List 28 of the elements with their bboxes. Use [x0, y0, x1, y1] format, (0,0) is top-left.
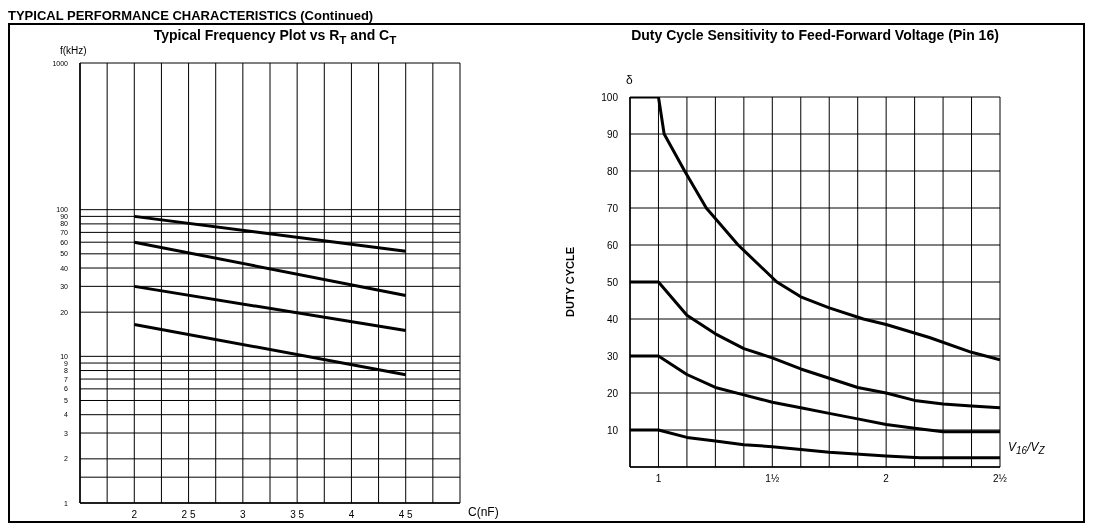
x-tick-label: 3: [240, 509, 247, 521]
x-tick-label: 4 5: [398, 509, 414, 521]
y-tick-label: 60: [606, 239, 619, 251]
x-axis-title: C(nF): [468, 505, 499, 519]
x-tick-label: 1: [655, 473, 662, 485]
y-tick-label: 40: [606, 313, 619, 325]
y-axis-title: DUTY CYCLE: [563, 246, 576, 318]
x-tick-label: 2: [883, 473, 890, 485]
text: TYPICAL PERFORMANCE CHARACTERISTICS (Continued): [8, 8, 375, 23]
chart-title: Typical Frequency Plot vs R$_{T}$ and C$_{T}$: [152, 27, 398, 46]
x-tick-label: 1½: [765, 473, 780, 485]
x-axis-title: V$_{16}$/V$_{Z}$: [1008, 440, 1045, 457]
y-tick-label: 100: [601, 91, 619, 103]
text: δ: [626, 73, 633, 87]
y-tick-label: 30: [606, 350, 619, 362]
y-tick-label: 70: [606, 202, 619, 214]
x-tick-label: 2 5: [181, 509, 196, 521]
x-tick-label: 2½: [993, 473, 1008, 485]
y-tick-label: 80: [606, 165, 619, 177]
x-tick-label: 4: [348, 509, 355, 521]
y-tick-label: 50: [606, 276, 619, 288]
y-tick-label: 90: [606, 128, 619, 140]
x-tick-label: 3 5: [290, 509, 305, 521]
y-tick-label: 20: [606, 387, 619, 399]
chart-title: Duty Cycle Sensitivity to Feed-Forward Voltage (Pin 16): [630, 27, 1000, 45]
y-tick-label: 10: [606, 424, 619, 436]
y-axis-title: f(kHz): [60, 45, 87, 56]
x-tick-label: 2: [131, 509, 138, 521]
